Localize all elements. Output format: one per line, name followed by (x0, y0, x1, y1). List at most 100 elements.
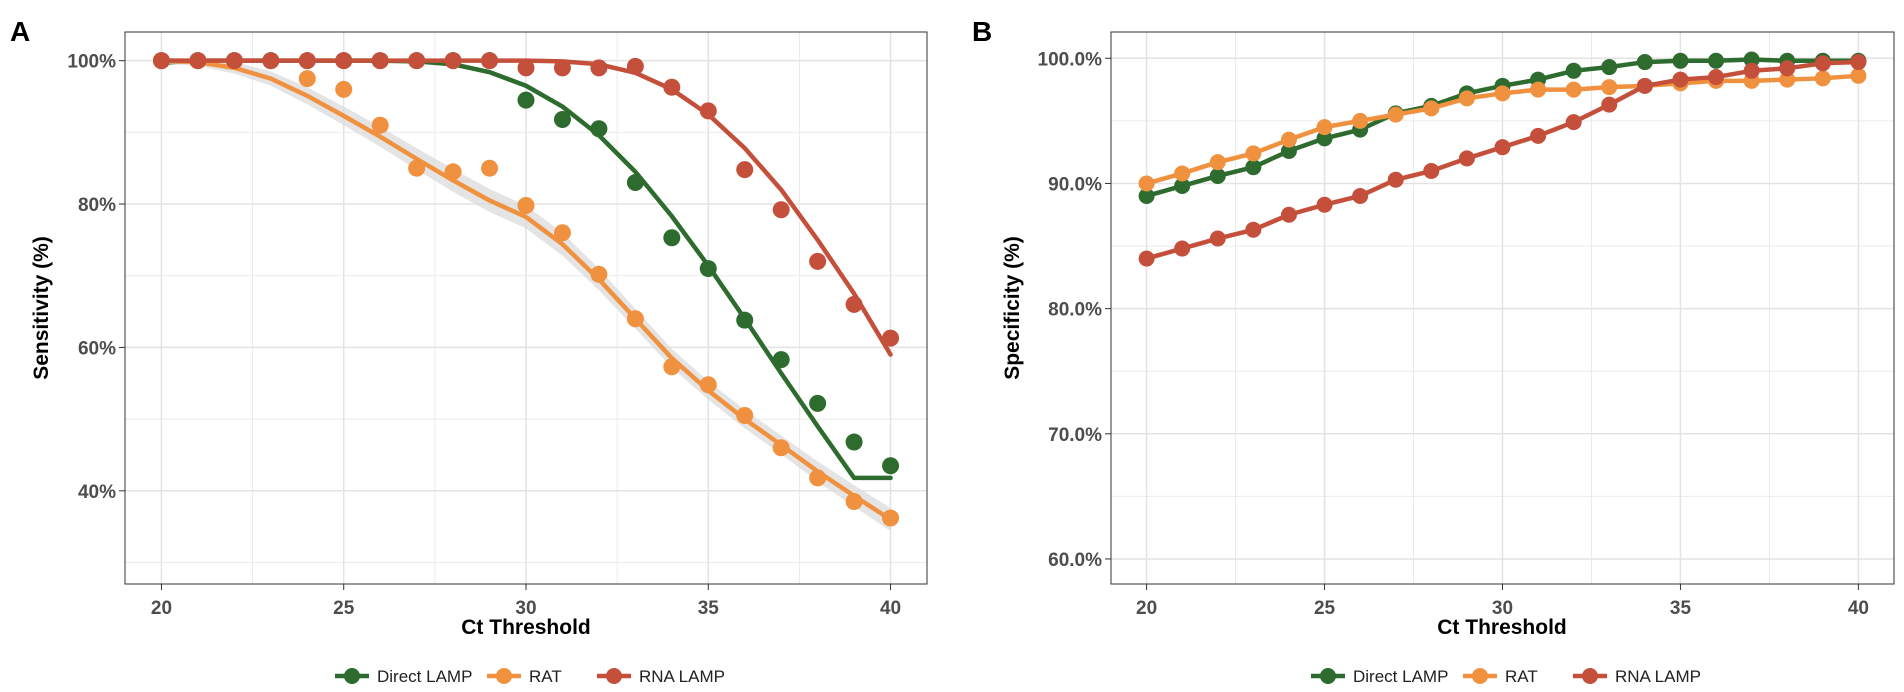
point-rna-lamp (1530, 127, 1547, 144)
point-rat (1601, 79, 1618, 96)
legend-key-point (1582, 668, 1598, 684)
point-direct-lamp (1565, 62, 1582, 79)
legend-key-point (496, 668, 512, 684)
point-rna-lamp (517, 59, 535, 77)
point-direct-lamp (1743, 51, 1760, 68)
panel-a-legend: Direct LAMP RAT RNA LAMP (335, 667, 725, 686)
series-rat (1138, 67, 1867, 192)
point-rna-lamp (626, 57, 644, 75)
point-direct-lamp (882, 457, 900, 475)
point-rna-lamp (1494, 139, 1511, 156)
point-rat (1494, 85, 1511, 102)
x-tick-label: 25 (1314, 598, 1336, 619)
point-rna-lamp (1779, 60, 1796, 77)
point-rat (444, 163, 462, 181)
panel-a-gridlines (125, 32, 927, 584)
point-direct-lamp (1280, 142, 1297, 159)
panel-a-x-axis-title: Ct Threshold (461, 616, 591, 639)
point-direct-lamp (699, 260, 717, 278)
fit-line-rat (159, 58, 893, 522)
point-rat (882, 509, 900, 527)
point-rat (809, 469, 827, 487)
point-rat (1779, 71, 1796, 88)
point-rna-lamp (1672, 71, 1689, 88)
point-direct-lamp (1209, 167, 1226, 184)
point-direct-lamp (845, 433, 863, 451)
point-rna-lamp (699, 102, 717, 120)
point-rna-lamp (1743, 62, 1760, 79)
point-rat (335, 80, 353, 98)
point-rna-lamp (1565, 114, 1582, 131)
y-tick-label: 80.0% (1048, 300, 1102, 321)
point-direct-lamp (517, 91, 535, 109)
series-rna-lamp (1138, 54, 1867, 267)
panel-b-x-axis-title: Ct Threshold (1437, 616, 1567, 639)
legend-item-rat: RAT (1463, 667, 1538, 686)
x-tick-label: 30 (515, 598, 536, 619)
point-rat (626, 310, 644, 328)
point-direct-lamp (736, 311, 754, 329)
panel-a-series (152, 52, 900, 531)
point-rat (553, 224, 571, 242)
legend-label: RAT (529, 667, 562, 686)
point-rna-lamp (335, 52, 353, 70)
legend-item-rna-lamp: RNA LAMP (1573, 667, 1701, 686)
point-rat (371, 116, 389, 134)
y-tick-label: 100% (67, 52, 116, 73)
legend-label: RAT (1505, 667, 1538, 686)
point-rna-lamp (1138, 250, 1155, 267)
point-rat (1245, 145, 1262, 162)
point-direct-lamp (809, 394, 827, 412)
panel-b-legend: Direct LAMP RAT RNA LAMP (1311, 667, 1701, 686)
point-direct-lamp (553, 110, 571, 128)
point-rat (298, 70, 316, 88)
point-rat (1565, 81, 1582, 98)
x-tick-label: 20 (151, 598, 172, 619)
point-direct-lamp (1174, 177, 1191, 194)
x-tick-label: 35 (1670, 598, 1692, 619)
point-rna-lamp (1601, 96, 1618, 113)
point-rna-lamp (590, 59, 608, 77)
panel-a-y-axis-title: Sensitivity (%) (30, 236, 53, 380)
x-tick-label: 30 (1492, 598, 1513, 619)
legend-label: RNA LAMP (1615, 667, 1701, 686)
point-rna-lamp (298, 52, 316, 70)
legend-label: Direct LAMP (1353, 667, 1448, 686)
point-rat (517, 196, 535, 214)
point-rna-lamp (1814, 55, 1831, 72)
legend-label: RNA LAMP (639, 667, 725, 686)
point-rna-lamp (444, 52, 462, 70)
panel-b-gridlines (1111, 32, 1894, 584)
point-direct-lamp (626, 174, 644, 192)
panel-a-sensitivity-chart: A Ct Threshold Sensitivity (%) 20 25 30 35 4… (10, 16, 928, 686)
point-rna-lamp (1458, 150, 1475, 167)
point-rna-lamp (1708, 69, 1725, 86)
point-direct-lamp (1316, 130, 1333, 147)
point-rat (663, 358, 681, 376)
legend-label: Direct LAMP (377, 667, 472, 686)
point-rna-lamp (736, 161, 754, 179)
y-tick-label: 80% (78, 195, 116, 216)
y-tick-label: 60.0% (1048, 550, 1102, 571)
point-rat (699, 376, 717, 394)
point-rat (1352, 112, 1369, 129)
x-tick-label: 35 (698, 598, 720, 619)
point-rna-lamp (1209, 230, 1226, 247)
point-rat (408, 159, 426, 177)
point-direct-lamp (1636, 54, 1653, 71)
point-direct-lamp (1601, 59, 1618, 76)
point-rna-lamp (1280, 206, 1297, 223)
point-rat (1387, 106, 1404, 123)
x-tick-label: 40 (880, 598, 901, 619)
point-direct-lamp (772, 351, 790, 369)
point-rna-lamp (152, 52, 170, 70)
point-rna-lamp (772, 201, 790, 219)
point-rat (1280, 131, 1297, 148)
point-rat (1850, 67, 1867, 84)
panel-b-axis-ticks: 20 25 30 35 40 60.0% 70.0% 80.0% 90.0% 100.0% (1038, 49, 1869, 619)
point-rat (1316, 119, 1333, 136)
point-rna-lamp (1245, 221, 1262, 238)
point-direct-lamp (1708, 52, 1725, 69)
panel-b-label: B (972, 16, 992, 47)
